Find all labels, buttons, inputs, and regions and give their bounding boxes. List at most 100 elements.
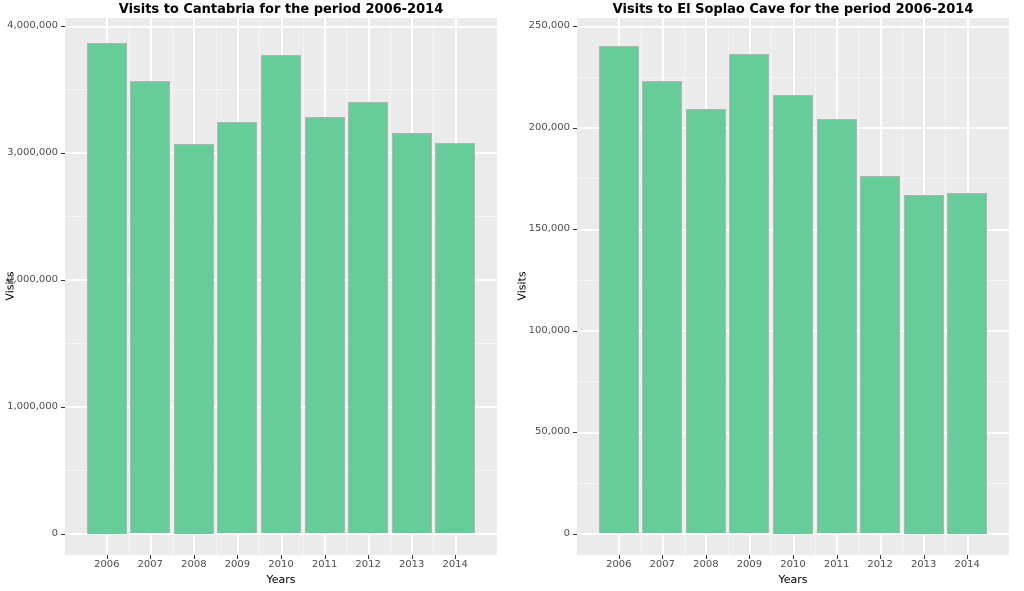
bar-2008 [685,109,726,534]
y-tick-mark [61,26,65,27]
x-tick-label: 2007 [137,559,164,570]
gridline-minor-v [684,18,686,555]
y-tick-label: 150,000 [528,223,570,234]
x-tick-label: 2008 [693,559,719,570]
bar-2013 [903,194,944,534]
y-tick-mark [573,26,577,27]
y-axis-title: Visits [515,271,529,301]
x-tick-mark [193,555,195,559]
bar-2006 [86,42,127,534]
gridline-minor-v [640,18,642,555]
gridline-minor-v [172,18,174,555]
x-tick-label: 2007 [649,559,676,570]
bar-2007 [130,80,171,534]
y-tick-mark [573,229,577,230]
y-tick-label: 200,000 [528,121,570,133]
x-axis-title: Years [266,573,296,586]
x-tick-label: 2012 [355,559,381,570]
gridline-minor-v [901,18,903,555]
bar-2014 [435,142,476,534]
y-tick-mark [61,152,65,154]
plot-panel [65,18,497,555]
x-tick-mark [749,555,751,559]
gridline-minor-v [858,18,860,555]
gridline-minor-v [814,18,816,555]
y-tick-mark [61,279,65,281]
y-tick-mark [573,127,577,129]
gridline-minor-v [771,18,773,555]
x-tick-mark [281,555,282,559]
bar-2008 [173,144,214,534]
x-tick-label: 2014 [954,559,980,570]
gridline-minor-v [727,18,729,555]
gridline-minor-v [945,18,947,555]
chart-title: Visits to Cantabria for the period 2006-… [118,2,444,17]
x-tick-mark [106,555,108,559]
x-tick-mark [705,555,707,559]
x-tick-mark [150,555,152,559]
x-tick-label: 2013 [398,559,425,570]
gridline-minor-v [389,18,391,555]
gridline-minor-v [346,18,348,555]
bar-2011 [304,117,345,534]
x-tick-mark [793,555,794,559]
x-tick-label: 2014 [442,559,468,570]
y-tick-label: 50,000 [535,426,570,437]
chart-title: Visits to El Soplao Cave for the period … [612,2,974,17]
x-tick-label: 2008 [181,559,207,570]
y-tick-mark [61,406,65,408]
plot-panel [577,18,1009,555]
y-tick-label: 3,000,000 [7,146,58,158]
x-tick-label: 2011 [311,559,338,570]
y-tick-label: 1,000,000 [7,400,58,412]
bar-2010 [773,95,813,534]
gridline-minor-v [215,18,217,555]
gridline-minor-v [302,18,304,555]
y-tick-label: 100,000 [528,324,570,336]
bar-2014 [947,192,988,534]
bar-2013 [391,132,432,534]
cantabria-chart-figure: Visits to Cantabria for the period 2006-… [4,2,497,586]
y-tick-label: 250,000 [528,20,570,31]
y-tick-label: 2,000,000 [7,273,58,285]
gridline-minor-v [128,18,130,555]
y-tick-mark [61,533,65,535]
x-tick-mark [455,555,457,559]
bar-2012 [348,102,389,534]
x-tick-label: 2009 [224,559,251,570]
x-axis-title: Years [778,573,808,586]
x-tick-mark [880,555,882,559]
x-tick-label: 2010 [268,559,294,570]
bar-2010 [261,55,301,534]
x-tick-mark [368,555,370,559]
x-tick-mark [411,555,413,559]
bar-2009 [217,122,258,534]
x-tick-mark [967,555,969,559]
x-tick-label: 2011 [823,559,850,570]
x-tick-mark [618,555,620,559]
bar-2011 [816,119,857,534]
x-tick-label: 2006 [606,559,632,570]
bar-2006 [598,46,639,534]
gridline-minor-v [433,18,435,555]
y-tick-label: 0 [51,527,58,539]
x-tick-label: 2009 [736,559,763,570]
x-tick-mark [237,555,239,559]
x-tick-label: 2010 [780,559,806,570]
x-tick-label: 2012 [867,559,893,570]
el-soplao-chart-figure: Visits to El Soplao Cave for the period … [512,0,1024,591]
y-tick-label: 4,000,000 [7,20,58,31]
gridline-minor-v [259,18,261,555]
bar-2007 [642,80,683,534]
x-tick-mark [662,555,664,559]
y-tick-label: 0 [563,527,570,539]
bar-2009 [729,54,770,534]
y-tick-mark [573,432,577,433]
bar-2012 [860,176,901,534]
x-tick-label: 2006 [94,559,120,570]
x-tick-label: 2013 [910,559,937,570]
x-tick-mark [836,555,838,559]
x-tick-mark [923,555,925,559]
x-tick-mark [324,555,326,559]
